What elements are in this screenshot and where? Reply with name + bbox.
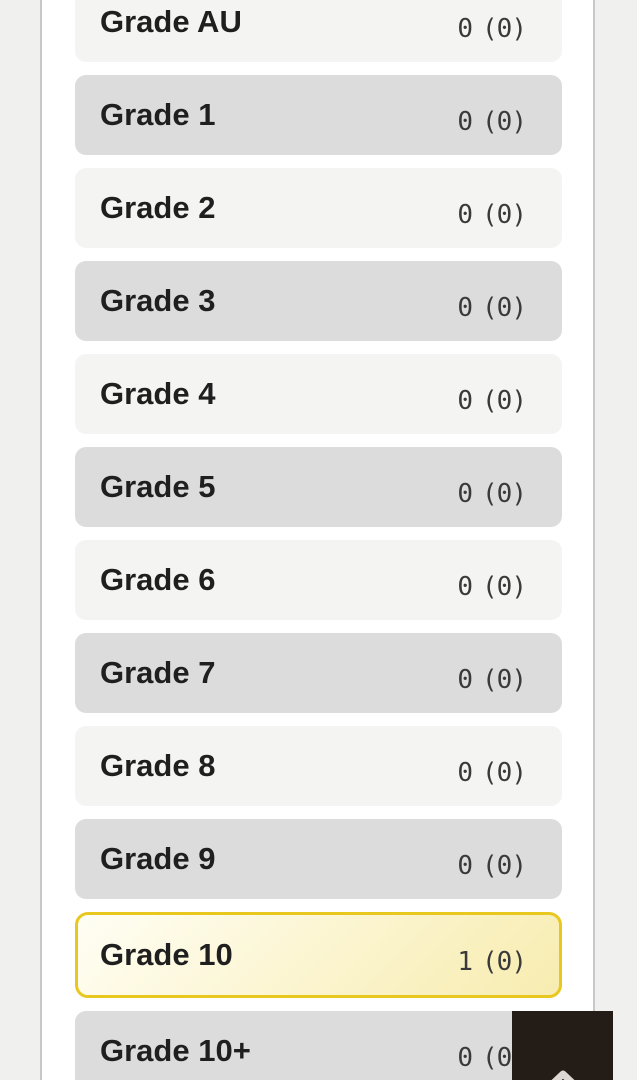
grade-row-count-main: 0 [457,851,473,881]
grade-row-count-main: 0 [457,479,473,509]
grade-row-grade-3[interactable]: Grade 3 0 (0) [75,261,562,341]
grade-row-grade-1[interactable]: Grade 1 0 (0) [75,75,562,155]
grade-row-count-main: 0 [457,14,473,44]
grade-row-count-sub: (0) [482,851,527,881]
grade-row-count-main: 0 [457,572,473,602]
grade-row-label: Grade 7 [100,655,216,690]
grade-row-label: Grade 10+ [100,1033,251,1068]
grade-row-count: 0 (0) [457,107,527,137]
grade-row-grade-4[interactable]: Grade 4 0 (0) [75,354,562,434]
grade-row-grade-5[interactable]: Grade 5 0 (0) [75,447,562,527]
grade-row-count-main: 0 [457,665,473,695]
grade-row-count-sub: (0) [482,386,527,416]
grade-row-count-main: 1 [457,947,473,977]
grade-row-grade-au[interactable]: Grade AU 0 (0) [75,0,562,62]
grade-row-label: Grade 1 [100,97,216,132]
grade-row-count-main: 0 [457,107,473,137]
grade-row-count: 1 (0) [457,947,527,977]
grade-row-count-main: 0 [457,1043,473,1073]
chevron-up-icon [551,1070,574,1080]
grade-row-grade-7[interactable]: Grade 7 0 (0) [75,633,562,713]
grade-row-grade-6[interactable]: Grade 6 0 (0) [75,540,562,620]
grade-row-label: Grade 5 [100,469,216,504]
grade-row-count-sub: (0) [482,293,527,323]
grade-row-count-main: 0 [457,758,473,788]
grade-row-count-sub: (0) [482,107,527,137]
grade-row-count-sub: (0) [482,947,527,977]
grade-row-count-sub: (0) [482,665,527,695]
grade-row-grade-8[interactable]: Grade 8 0 (0) [75,726,562,806]
scroll-to-top-button[interactable] [512,1011,613,1080]
grade-row-grade-2[interactable]: Grade 2 0 (0) [75,168,562,248]
grade-row-count: 0 (0) [457,851,527,881]
grade-row-count: 0 (0) [457,758,527,788]
grade-row-count-sub: (0) [482,758,527,788]
grade-row-label: Grade 2 [100,190,216,225]
grade-row-label: Grade 4 [100,376,216,411]
grade-row-count-main: 0 [457,386,473,416]
grade-row-count: 0 (0) [457,293,527,323]
grade-row-label: Grade 8 [100,748,216,783]
grade-row-count: 0 (0) [457,200,527,230]
grade-row-label: Grade AU [100,4,242,39]
grade-row-count-sub: (0) [482,479,527,509]
grade-row-count: 0 (0) [457,386,527,416]
grade-row-label: Grade 6 [100,562,216,597]
grade-row-label: Grade 10 [100,937,233,972]
grade-row-count-main: 0 [457,293,473,323]
grade-row-count-sub: (0) [482,200,527,230]
grade-row-count: 0 (0) [457,479,527,509]
grade-row-count: 0 (0) [457,572,527,602]
grade-row-count-sub: (0) [482,14,527,44]
grade-row-grade-9[interactable]: Grade 9 0 (0) [75,819,562,899]
grade-row-count: 0 (0) [457,14,527,44]
grade-row-grade-10plus[interactable]: Grade 10+ 0 (0) [75,1011,562,1080]
grade-row-count-sub: (0) [482,572,527,602]
grade-list: Grade AU 0 (0) Grade 1 0 (0) Grade 2 0 (… [75,0,562,1080]
grade-row-count-main: 0 [457,200,473,230]
grade-row-count: 0 (0) [457,665,527,695]
grade-row-label: Grade 3 [100,283,216,318]
grade-row-label: Grade 9 [100,841,216,876]
grade-row-grade-10[interactable]: Grade 10 1 (0) [75,912,562,998]
